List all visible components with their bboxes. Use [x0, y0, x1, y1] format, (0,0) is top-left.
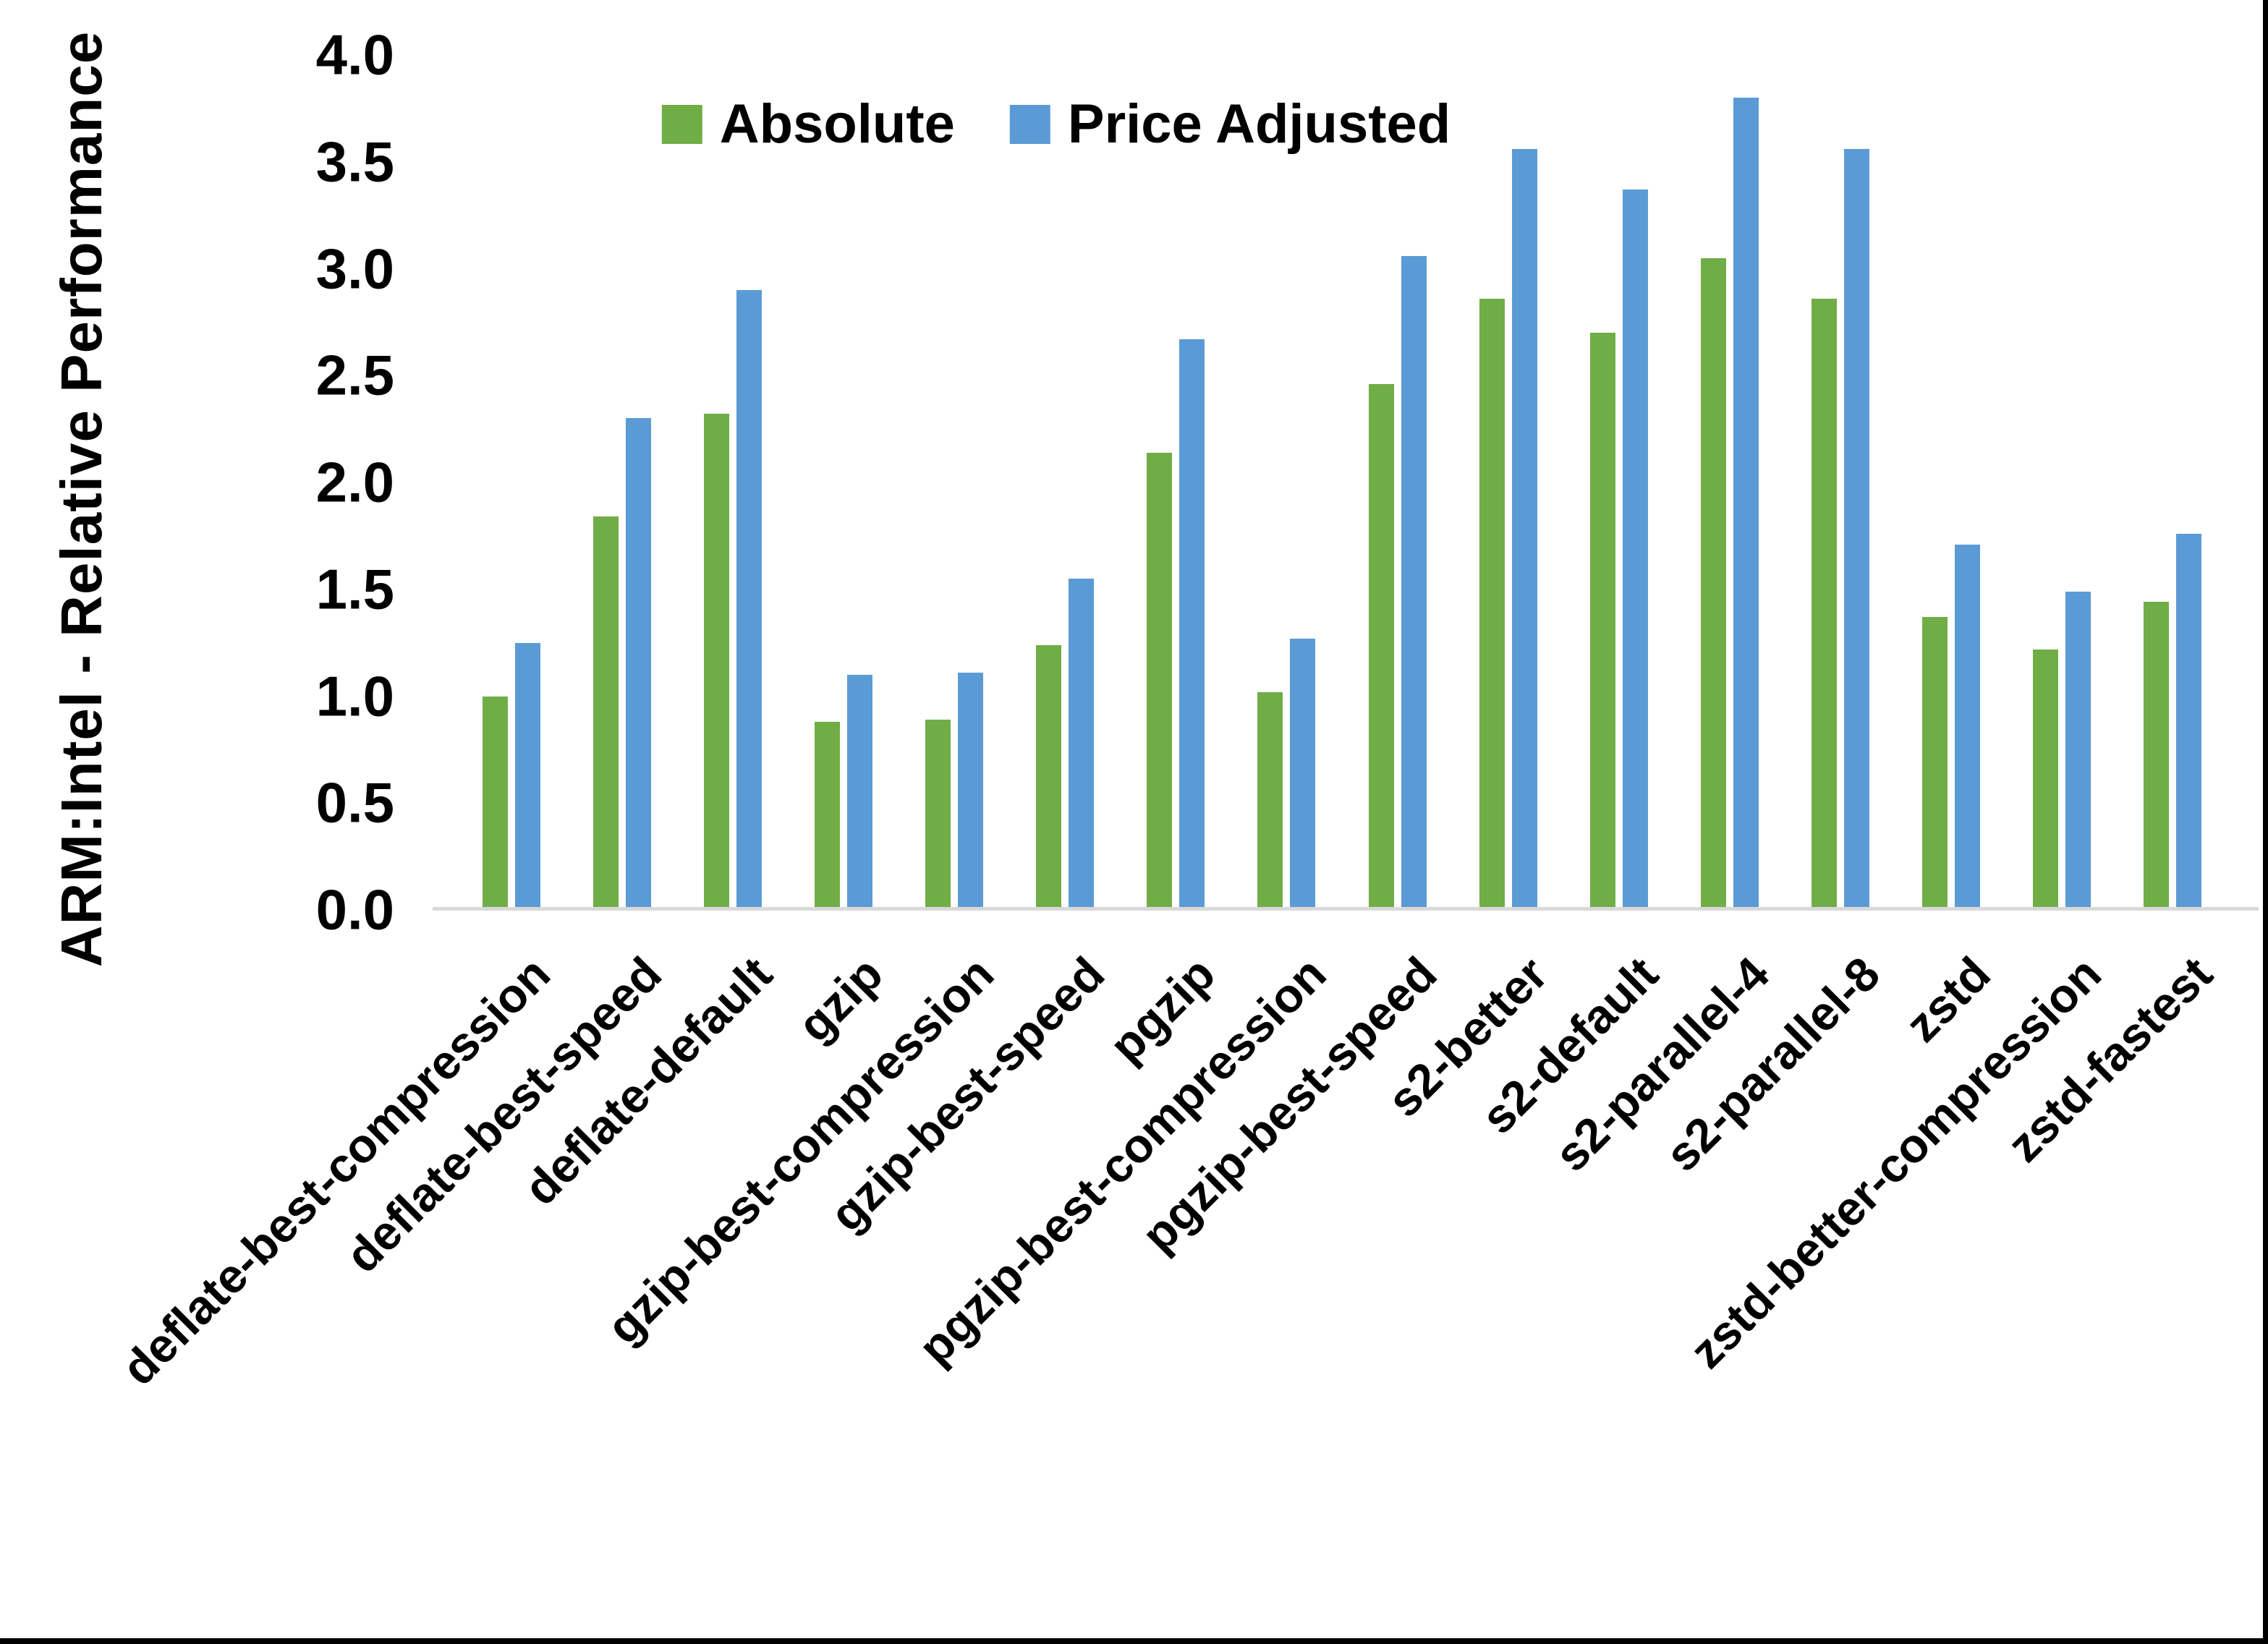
bar-absolute: [814, 721, 840, 910]
bar-cluster: [788, 55, 899, 910]
y-tick-label: 0.5: [315, 770, 394, 835]
legend-swatch-icon: [661, 104, 702, 144]
bar-cluster: [1674, 55, 1785, 910]
bar-cluster: [456, 55, 566, 910]
bar-cluster: [1785, 55, 1896, 910]
screenshot-right-border: [2263, 0, 2268, 1644]
bar-price-adjusted: [1955, 544, 1981, 910]
y-axis-title: ARM:Intel - Relative Performance: [49, 30, 114, 968]
bar-price-adjusted: [1733, 98, 1759, 910]
y-tick-label: 1.5: [315, 557, 394, 621]
bar-price-adjusted: [1401, 255, 1427, 910]
y-tick-label: 4.0: [315, 22, 394, 87]
bar-price-adjusted: [1622, 189, 1648, 910]
bar-absolute: [1700, 257, 1726, 910]
chart-legend: Absolute Price Adjusted: [661, 93, 1451, 156]
bar-absolute: [1036, 644, 1062, 910]
bar-absolute: [703, 414, 729, 910]
bar-absolute: [1589, 333, 1615, 910]
bar-price-adjusted: [625, 418, 651, 910]
bar-price-adjusted: [736, 290, 762, 910]
bar-cluster: [1121, 55, 1231, 910]
bar-price-adjusted: [2065, 591, 2091, 910]
y-tick-label: 2.5: [315, 343, 394, 407]
bar-absolute: [1922, 617, 1948, 910]
bar-cluster: [677, 55, 788, 910]
y-tick-label: 3.5: [315, 129, 394, 194]
bar-price-adjusted: [1179, 339, 1205, 910]
bar-absolute: [1368, 384, 1394, 910]
bar-cluster: [899, 55, 1010, 910]
bar-cluster: [2118, 55, 2228, 910]
y-tick-label: 2.0: [315, 450, 394, 514]
legend-label: Price Adjusted: [1067, 93, 1451, 155]
bar-cluster: [1342, 55, 1453, 910]
bar-price-adjusted: [958, 673, 984, 910]
bar-price-adjusted: [1290, 638, 1316, 910]
bar-absolute: [925, 720, 951, 910]
bar-price-adjusted: [514, 642, 540, 910]
bar-absolute: [2144, 602, 2170, 910]
legend-item: Price Adjusted: [1009, 93, 1451, 156]
legend-item: Absolute: [661, 93, 955, 156]
bar-absolute: [2033, 649, 2059, 910]
bar-price-adjusted: [1069, 578, 1095, 910]
legend-label: Absolute: [719, 93, 955, 155]
bar-absolute: [1812, 298, 1838, 910]
bar-price-adjusted: [1844, 149, 1870, 910]
legend-swatch-icon: [1009, 104, 1050, 144]
bar-absolute: [1257, 691, 1283, 910]
bar-absolute: [482, 696, 508, 910]
bar-absolute: [1479, 298, 1505, 910]
y-tick-label: 3.0: [315, 237, 394, 300]
screenshot-bottom-border: [0, 1638, 2268, 1644]
bar-cluster: [2007, 55, 2118, 910]
bar-cluster: [1010, 55, 1121, 910]
bar-cluster: [1563, 55, 1674, 910]
bar-absolute: [1147, 452, 1173, 910]
x-category-label: deflate-best-compression: [111, 946, 561, 1395]
bar-cluster: [566, 55, 677, 910]
bar-absolute: [593, 516, 619, 910]
x-axis-line: [433, 907, 2259, 911]
bar-price-adjusted: [2176, 533, 2202, 910]
y-tick-label: 0.0: [315, 877, 394, 942]
plot-area: [456, 55, 2228, 910]
y-tick-label: 1.0: [315, 664, 394, 728]
bar-cluster: [1896, 55, 2007, 910]
bar-cluster: [1453, 55, 1563, 910]
bar-cluster: [1231, 55, 1342, 910]
bar-price-adjusted: [1511, 149, 1537, 910]
bar-price-adjusted: [846, 674, 872, 910]
